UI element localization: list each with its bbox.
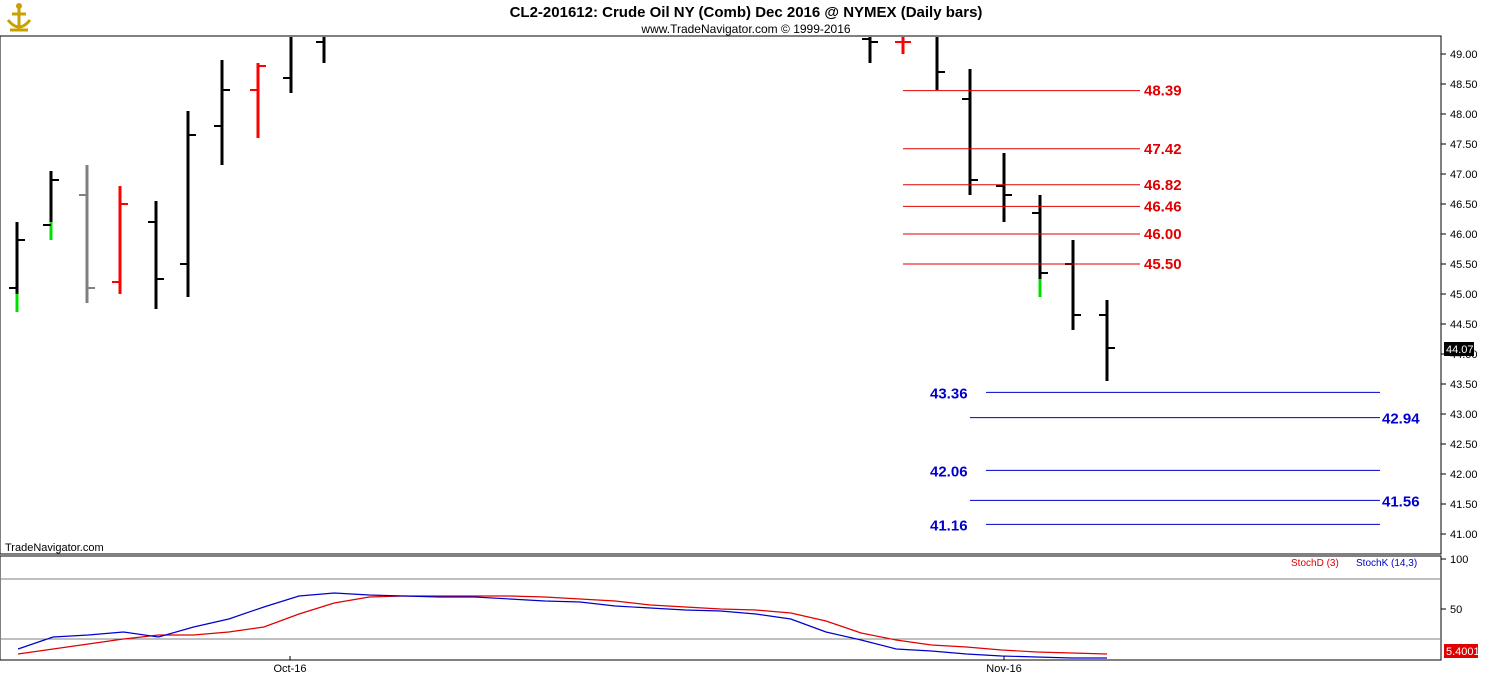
ohlc-bar [79,165,95,303]
price-bars [9,37,1115,381]
stochk-line [17,592,1107,659]
stochastic-panel [0,555,1442,661]
y-tick-label: 42.50 [1450,439,1478,451]
support-label: 43.36 [930,385,968,402]
y-tick-label: 43.00 [1450,409,1478,421]
y-tick-label: 49.00 [1450,49,1478,61]
y-tick-label: 44.50 [1450,319,1478,331]
last-price-value: 44.07 [1446,344,1474,356]
resistance-label: 48.39 [1144,83,1182,100]
y-tick-label: 48.50 [1450,79,1478,91]
resistance-label: 45.50 [1144,256,1182,273]
ohlc-bar [316,37,326,63]
y-tick-label: 47.00 [1450,169,1478,181]
stochastic-last-badge: 5.4001 [1444,644,1480,658]
legend-stochk: StochK (14,3) [1356,558,1417,569]
chart-subtitle: www.TradeNavigator.com © 1999-2016 [640,22,850,36]
price-panel [0,35,1442,555]
stochd-line [17,595,1108,655]
x-tick-label: Oct-16 [273,663,306,675]
chart-title: CL2-201612: Crude Oil NY (Comb) Dec 2016… [510,4,983,21]
stoch-y-tick-label: 100 [1450,554,1468,566]
stochastic-lines [17,592,1108,659]
stochastic-last-value: 5.4001 [1446,646,1480,658]
y-tick-label: 46.50 [1450,199,1478,211]
ohlc-bar [283,37,293,93]
ohlc-bar [862,37,878,63]
ohlc-bar [112,186,128,294]
price-levels: 48.39 47.42 46.82 46.46 46.00 45.50 43.36 42.94… [903,83,1420,534]
support-label: 41.56 [1382,493,1420,510]
ohlc-bar [180,111,196,297]
trade-navigator-logo [3,3,35,33]
y-tick-label: 41.00 [1450,529,1478,541]
support-label: 42.94 [1382,411,1420,428]
legend-stochd: StochD (3) [1291,558,1339,569]
ohlc-bar [1032,195,1048,297]
y-tick-label: 46.00 [1450,229,1478,241]
ohlc-bar [214,60,230,165]
resistance-label: 46.00 [1144,226,1182,243]
y-tick-label: 45.50 [1450,259,1478,271]
resistance-label: 46.46 [1144,198,1182,215]
y-tick-label: 41.50 [1450,499,1478,511]
y-tick-label: 42.00 [1450,469,1478,481]
y-tick-label: 45.00 [1450,289,1478,301]
support-label: 41.16 [930,517,968,534]
ohlc-bar [9,222,25,312]
ohlc-bar [996,153,1012,222]
x-axis: Oct-16 Nov-16 [273,656,1022,675]
ohlc-bar [895,37,911,54]
ohlc-bar [1099,300,1115,381]
resistance-label: 46.82 [1144,177,1182,194]
y-tick-label: 47.50 [1450,139,1478,151]
x-tick-label: Nov-16 [986,663,1021,675]
stochastic-axis: 100 50 [1,554,1468,640]
resistance-label: 47.42 [1144,141,1182,158]
last-price-badge: 44.07 [1444,342,1474,356]
ohlc-bar [962,69,978,195]
y-tick-label: 43.50 [1450,379,1478,391]
ohlc-bar [250,63,266,138]
stoch-y-tick-label: 50 [1450,604,1462,616]
support-label: 42.06 [930,463,968,480]
ohlc-bar [43,171,59,240]
watermark: TradeNavigator.com [5,542,104,554]
y-tick-label: 48.00 [1450,109,1478,121]
price-axis: 49.00 48.50 48.00 47.50 47.00 46.50 46.00 45.50… [1441,49,1478,541]
ohlc-bar [148,201,164,309]
ohlc-bar [935,37,945,90]
